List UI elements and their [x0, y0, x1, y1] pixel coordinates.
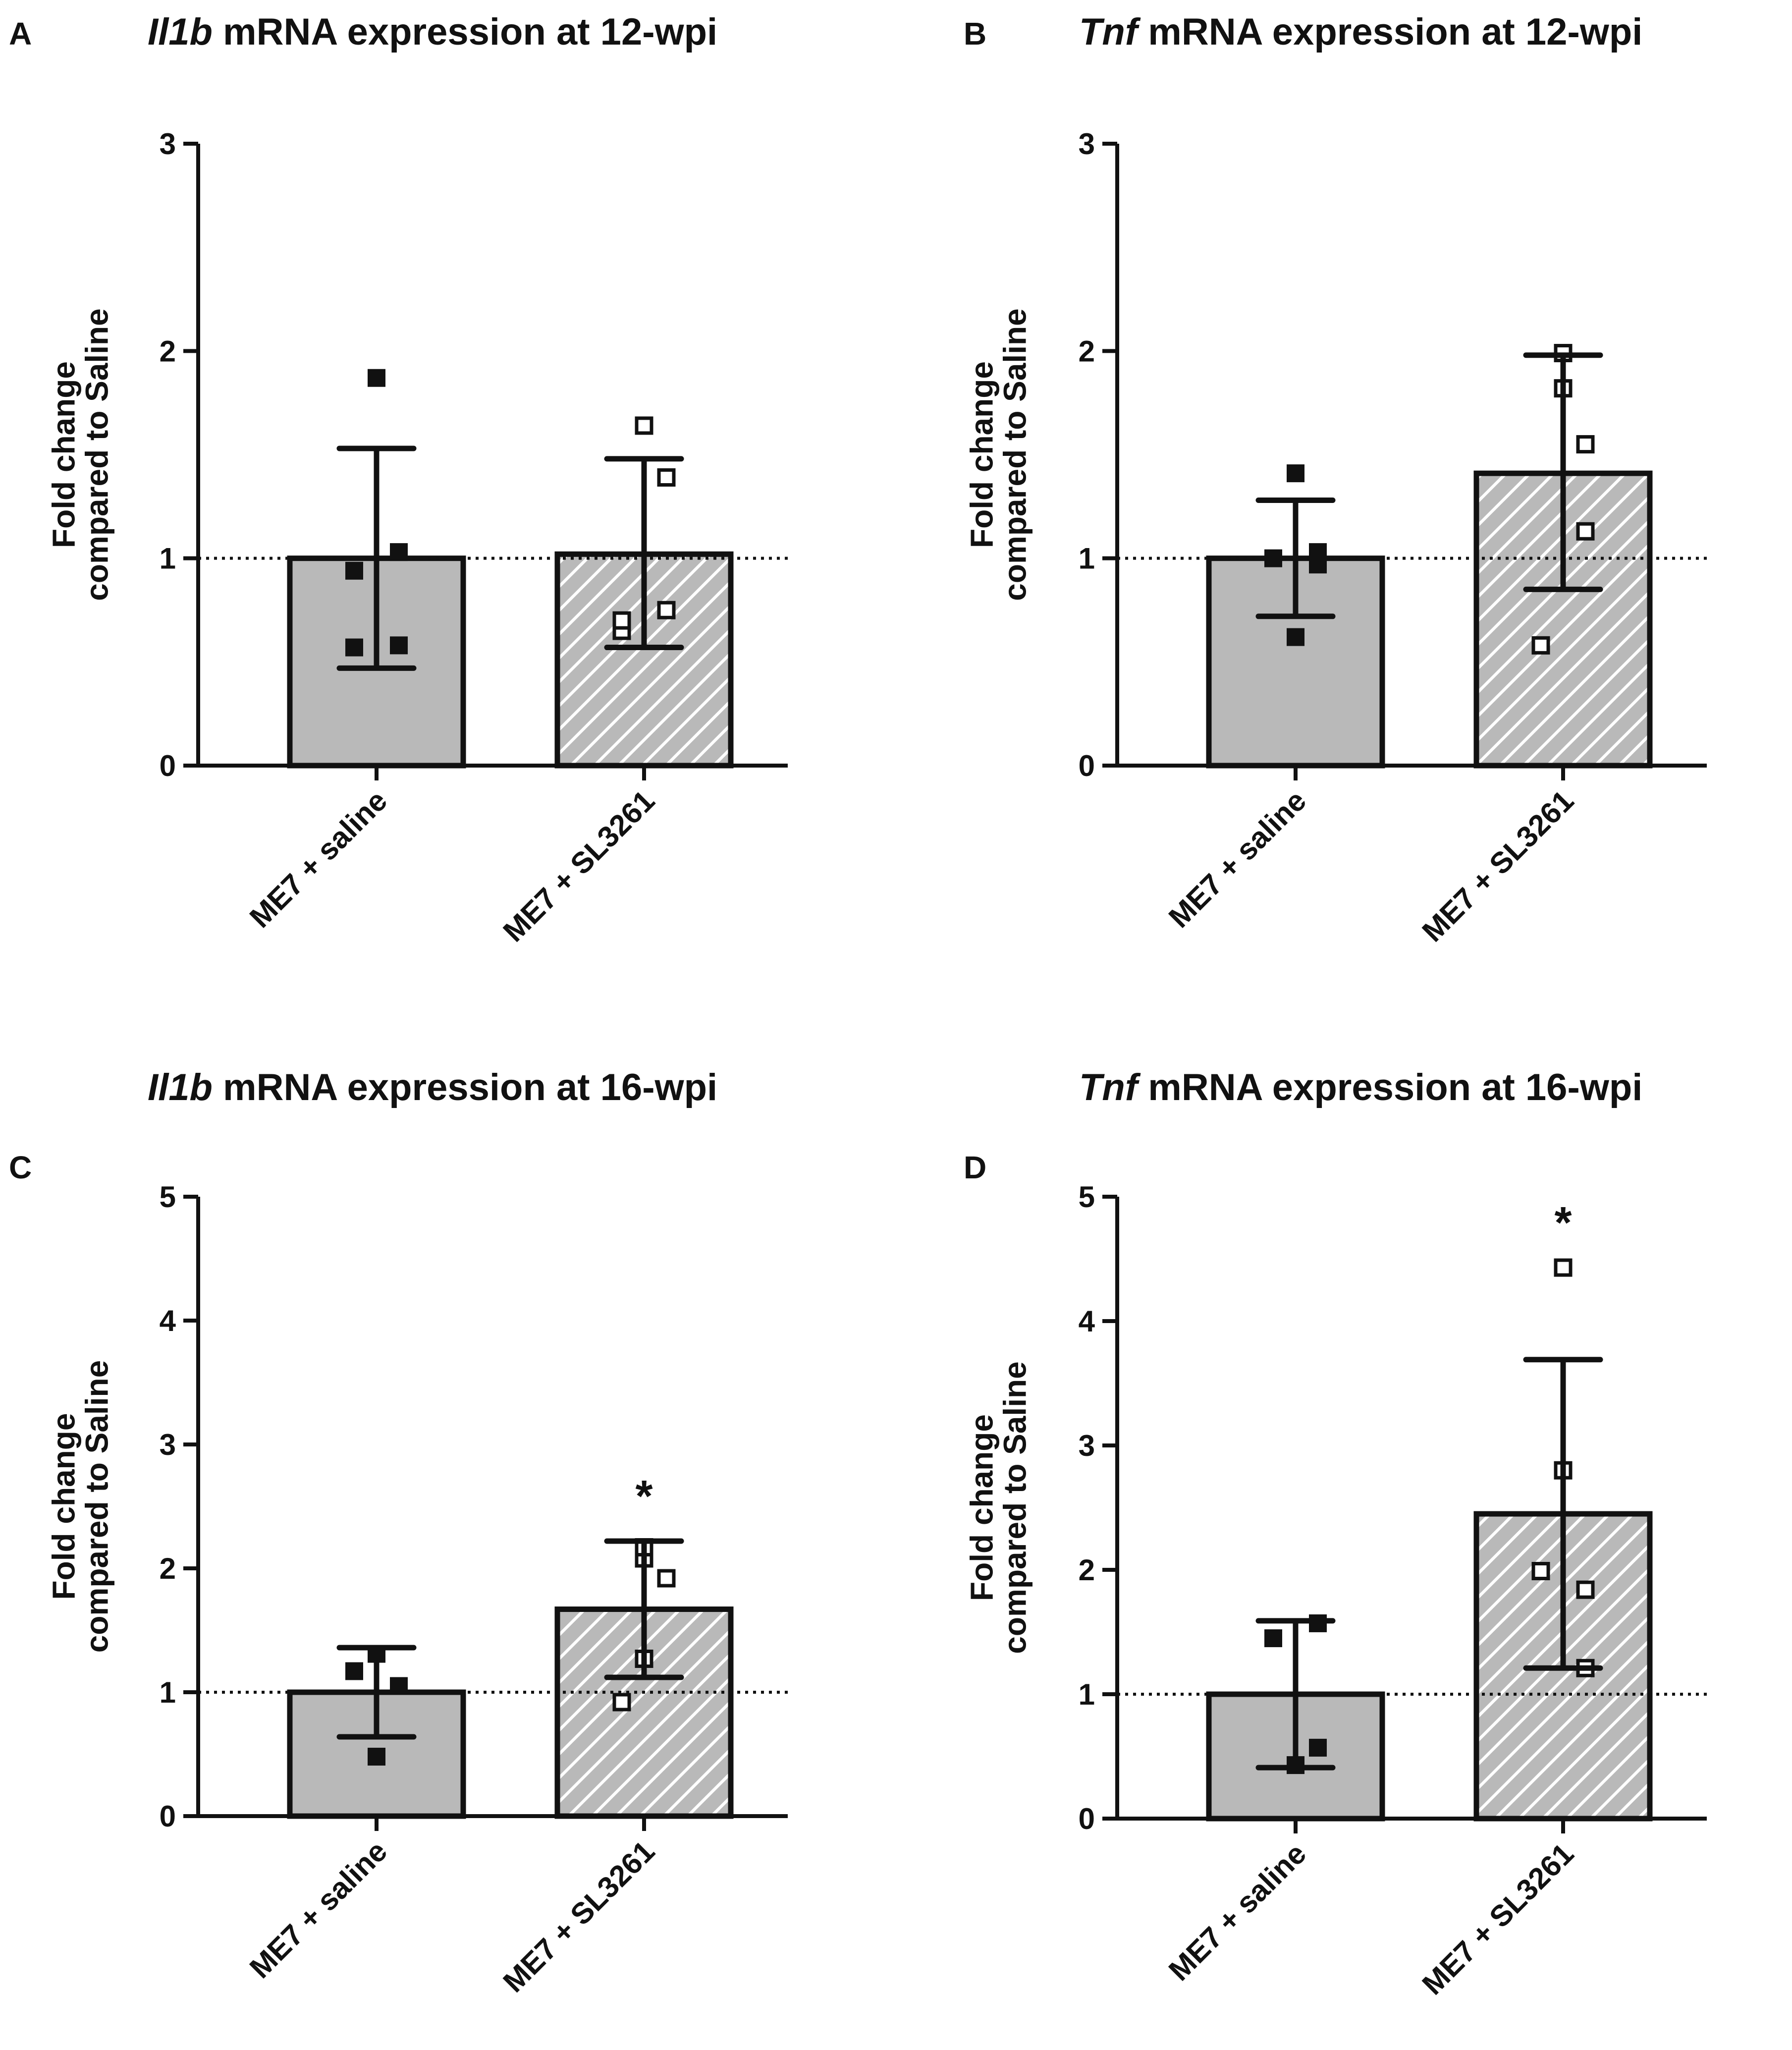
chart-panel-d: Tnf mRNA expression at 16-wpi Fold change… [964, 1066, 1707, 2001]
chart-title-rest: mRNA expression at 16-wpi [1138, 1066, 1642, 1108]
data-point-saline [1264, 1629, 1282, 1648]
y-tick-label: 0 [160, 1800, 176, 1833]
y-tick-label: 4 [160, 1304, 176, 1337]
y-axis-label: Fold changecompared to Saline [964, 308, 1032, 601]
y-tick-label: 5 [1079, 1180, 1095, 1214]
data-point-sl3261 [1531, 1562, 1550, 1581]
y-axis-label-line2: compared to Saline [79, 1360, 115, 1653]
data-point-sl3261 [1576, 522, 1595, 541]
chart-title: Tnf mRNA expression at 16-wpi [1079, 1066, 1642, 1108]
chart-title-gene: Tnf [1079, 1066, 1141, 1108]
chart-title-rest: mRNA expression at 16-wpi [213, 1066, 717, 1108]
y-tick-label: 3 [1079, 1429, 1095, 1462]
y-tick-label: 5 [160, 1180, 176, 1214]
y-axis-label-line1: Fold change [964, 361, 999, 548]
y-tick-label: 2 [160, 1552, 176, 1585]
y-axis-label-line1: Fold change [964, 1414, 999, 1601]
data-point-saline [390, 1677, 408, 1695]
data-point-sl3261 [1531, 636, 1550, 655]
panel-letter-b: B [964, 16, 986, 52]
data-point-sl3261 [1554, 1258, 1573, 1277]
y-tick-label: 1 [160, 1676, 176, 1709]
y-tick-label: 2 [1079, 1553, 1095, 1587]
x-tick-label: ME7 + SL3261 [1416, 784, 1580, 948]
y-axis-label-line2: compared to Saline [79, 308, 115, 601]
data-point-saline [368, 1748, 385, 1766]
chart-title-gene: Il1b [148, 11, 213, 53]
x-tick-label: ME7 + SL3261 [497, 1834, 661, 1999]
y-tick-label: 1 [160, 542, 176, 575]
x-tick-label: ME7 + saline [1162, 1837, 1312, 1987]
y-axis-label: Fold changecompared to Saline [964, 1361, 1032, 1654]
y-axis-label-line2: compared to Saline [997, 1361, 1033, 1654]
y-axis-label-line1: Fold change [46, 1413, 81, 1600]
y-axis-label-line2: compared to Saline [997, 308, 1033, 601]
data-point-sl3261 [657, 601, 676, 619]
data-point-saline [368, 369, 385, 387]
data-point-sl3261 [657, 1569, 676, 1588]
y-tick-label: 3 [1079, 127, 1095, 161]
significance-star: * [635, 1472, 652, 1521]
chart-title-rest: mRNA expression at 12-wpi [213, 11, 717, 53]
data-point-saline [345, 561, 363, 580]
data-point-saline [1309, 555, 1327, 574]
data-point-saline [1287, 464, 1304, 483]
data-point-saline [390, 543, 408, 561]
chart-title-rest: mRNA expression at 12-wpi [1138, 11, 1642, 53]
data-point-sl3261 [1576, 1580, 1595, 1599]
y-tick-label: 0 [160, 749, 176, 782]
chart-title-gene: Il1b [148, 1066, 213, 1108]
x-tick-label: ME7 + SL3261 [1416, 1837, 1580, 2001]
y-tick-label: 2 [160, 334, 176, 368]
data-point-saline [1264, 549, 1282, 567]
chart-title-gene: Tnf [1079, 11, 1141, 53]
panel-letter-c: C [9, 1150, 32, 1185]
chart-title: Tnf mRNA expression at 12-wpi [1079, 11, 1642, 53]
chart-panel-c: Il1b mRNA expression at 16-wpi Fold chang… [46, 1066, 788, 1998]
y-tick-label: 3 [160, 1428, 176, 1461]
data-point-sl3261 [1576, 435, 1595, 454]
y-axis-label: Fold changecompared to Saline [46, 308, 114, 601]
chart-title: Il1b mRNA expression at 12-wpi [148, 11, 717, 53]
data-point-saline [345, 638, 363, 657]
y-tick-label: 0 [1079, 1802, 1095, 1835]
x-tick-label: ME7 + saline [243, 1834, 393, 1985]
chart-title: Il1b mRNA expression at 16-wpi [148, 1066, 717, 1108]
data-point-saline [1309, 1738, 1327, 1757]
chart-panel-a: Il1b mRNA expression at 12-wpi Fold chang… [46, 11, 788, 948]
y-axis-label: Fold changecompared to Saline [46, 1360, 114, 1653]
data-point-saline [390, 636, 408, 655]
panel-letter-d: D [964, 1150, 986, 1185]
y-tick-label: 1 [1079, 542, 1095, 575]
y-tick-label: 3 [160, 127, 176, 161]
data-point-sl3261 [612, 1693, 631, 1712]
data-point-saline [345, 1662, 363, 1680]
panel-letter-a: A [9, 16, 32, 52]
y-tick-label: 2 [1079, 334, 1095, 368]
data-point-sl3261 [612, 611, 631, 630]
x-tick-label: ME7 + saline [243, 784, 393, 934]
x-tick-label: ME7 + saline [1162, 784, 1312, 934]
x-tick-label: ME7 + SL3261 [497, 784, 661, 948]
data-point-sl3261 [657, 468, 676, 487]
data-point-sl3261 [635, 416, 653, 435]
y-tick-label: 1 [1079, 1678, 1095, 1711]
significance-star: * [1554, 1198, 1572, 1248]
y-axis-label-line1: Fold change [46, 361, 81, 548]
chart-panel-b: Tnf mRNA expression at 12-wpi Fold change… [964, 11, 1707, 948]
data-point-saline [1287, 628, 1304, 646]
y-tick-label: 0 [1079, 749, 1095, 782]
y-tick-label: 4 [1079, 1305, 1095, 1338]
